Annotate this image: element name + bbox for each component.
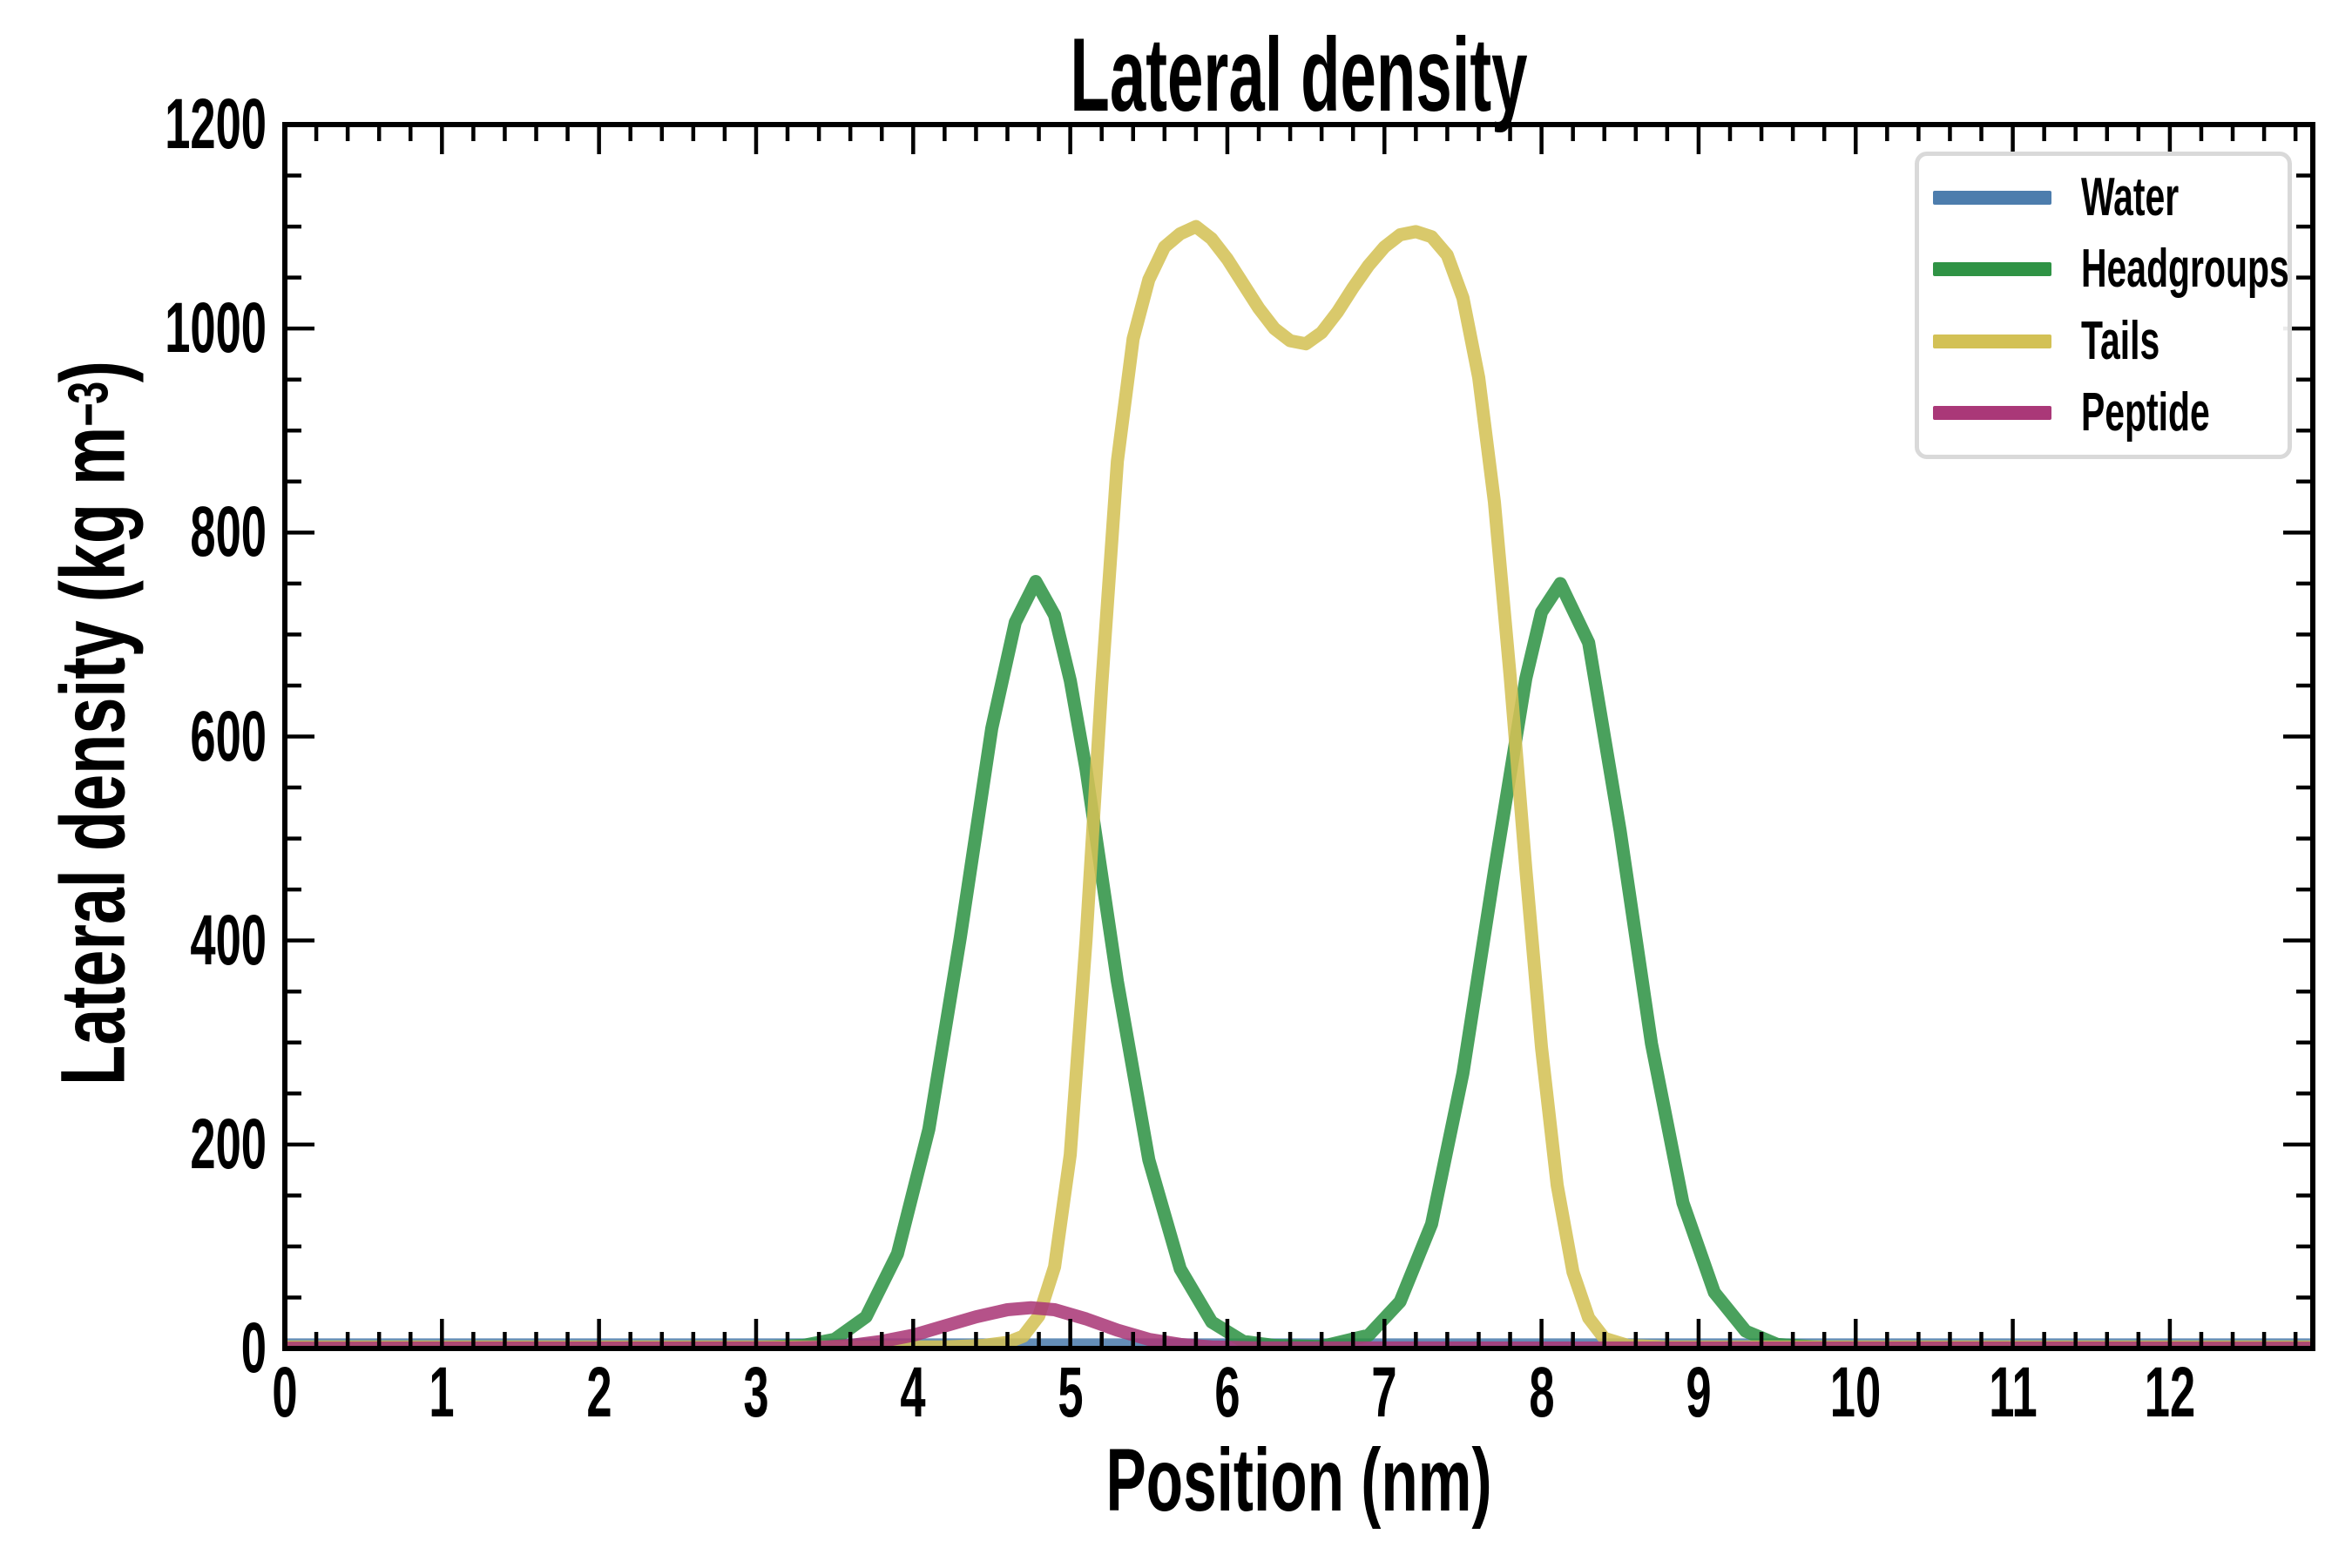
legend-label: Water bbox=[2081, 167, 2180, 227]
x-tick-label: 6 bbox=[1214, 1353, 1240, 1432]
tails-line-swatch bbox=[1933, 335, 2051, 348]
legend-label: Headgroups bbox=[2081, 239, 2289, 299]
x-tick-label: 4 bbox=[900, 1353, 926, 1432]
y-tick-label: 1200 bbox=[165, 84, 267, 164]
y-tick-label: 800 bbox=[190, 492, 267, 572]
x-tick-label: 12 bbox=[2144, 1353, 2196, 1432]
y-tick-label: 1000 bbox=[165, 288, 267, 368]
x-tick-label: 3 bbox=[743, 1353, 769, 1432]
water-line-swatch bbox=[1933, 191, 2051, 205]
x-tick-label: 9 bbox=[1686, 1353, 1712, 1432]
legend: Water Headgroups Tails Peptide bbox=[1915, 152, 2292, 459]
legend-label: Tails bbox=[2081, 311, 2160, 371]
y-tick-label: 0 bbox=[240, 1308, 267, 1388]
chart-title: Lateral density bbox=[1070, 17, 1528, 133]
x-tick-label: 2 bbox=[586, 1353, 612, 1432]
y-axis-label-exponent: −3 bbox=[56, 382, 120, 427]
series-line-headgroups bbox=[285, 575, 2313, 1351]
peptide-line-swatch bbox=[1933, 406, 2051, 420]
y-axis-label-text: Lateral density (kg m bbox=[42, 426, 145, 1085]
x-tick-label: 8 bbox=[1528, 1353, 1555, 1432]
x-tick-label: 5 bbox=[1058, 1353, 1084, 1432]
y-tick-label: 200 bbox=[190, 1104, 267, 1184]
x-tick-label: 10 bbox=[1830, 1353, 1882, 1432]
x-axis-label: Position (nm) bbox=[1105, 1430, 1492, 1530]
headgroups-line-swatch bbox=[1933, 262, 2051, 276]
x-tick-label: 1 bbox=[429, 1353, 455, 1432]
series-line-tails bbox=[285, 220, 2313, 1351]
x-tick-label: 7 bbox=[1371, 1353, 1397, 1432]
y-axis-label-close: ) bbox=[42, 361, 145, 383]
legend-label: Peptide bbox=[2081, 382, 2210, 443]
series-line-peptide bbox=[285, 1301, 2313, 1351]
x-tick-label: 0 bbox=[272, 1353, 298, 1432]
y-tick-label: 600 bbox=[190, 696, 267, 776]
y-axis-label: Lateral density (kg m−3) bbox=[42, 361, 144, 1085]
x-tick-label: 11 bbox=[1988, 1353, 2038, 1432]
y-tick-label: 400 bbox=[190, 900, 267, 980]
